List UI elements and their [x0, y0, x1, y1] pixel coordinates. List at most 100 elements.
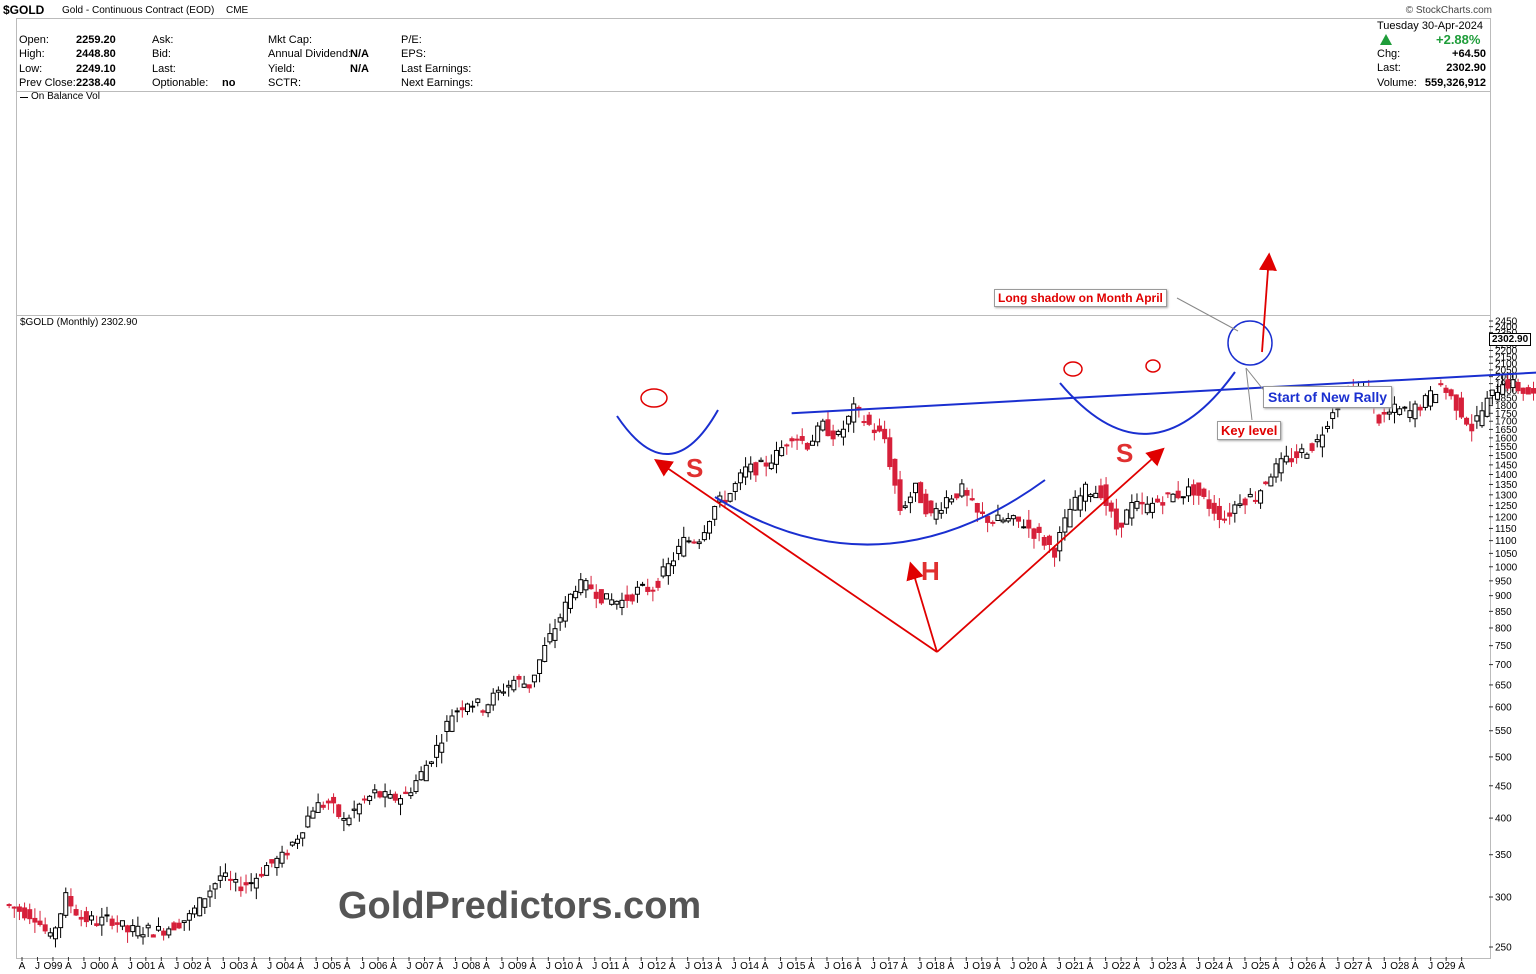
head-label: H	[921, 556, 940, 586]
candle-body	[1309, 443, 1315, 451]
candle-body	[691, 541, 697, 544]
quote-label: SCTR:	[268, 76, 301, 89]
candle-body	[351, 808, 357, 811]
candle-body	[1428, 390, 1434, 407]
x-tick-label: A	[1273, 961, 1280, 972]
candle-body	[1216, 505, 1222, 520]
x-tick-label: J	[964, 961, 969, 972]
candle-body	[696, 541, 702, 545]
candle-body	[1196, 482, 1202, 496]
y-tick-label: 1350	[1495, 480, 1518, 491]
candle-body	[1304, 453, 1310, 459]
candle-body	[676, 545, 682, 555]
x-tick-label: J	[1057, 961, 1062, 972]
candle-body	[83, 911, 89, 923]
candle-body	[979, 511, 985, 515]
x-tick-label: O05	[322, 961, 341, 972]
candle-body	[943, 497, 949, 509]
quote-label: Bid:	[152, 48, 171, 61]
y-tick-label: 750	[1495, 641, 1512, 652]
candle-body	[367, 795, 373, 802]
candle-body	[361, 798, 367, 801]
candle-body	[439, 742, 445, 753]
candle-body	[428, 761, 434, 765]
header-box	[16, 18, 1491, 92]
candle-body	[974, 503, 980, 513]
candle-body	[732, 483, 738, 492]
candle-body	[1299, 448, 1305, 453]
candle-body	[269, 859, 275, 864]
candle-body	[341, 817, 347, 821]
candle-body	[851, 403, 857, 423]
candle-body	[995, 514, 1001, 521]
quote-value: 2302.90	[1446, 62, 1486, 75]
x-tick-label: O26	[1297, 961, 1316, 972]
quote-label: Last Earnings:	[401, 62, 472, 75]
candle-body	[1489, 389, 1495, 396]
candle-body	[52, 927, 58, 940]
candle-body	[866, 414, 872, 425]
candle-body	[186, 913, 192, 921]
y-tick-label: 1600	[1495, 433, 1518, 444]
x-tick-label: J	[685, 961, 690, 972]
candle-body	[155, 925, 161, 931]
y-tick-label: 600	[1495, 702, 1512, 713]
candle-body	[1124, 509, 1130, 525]
x-tick-label: J	[1428, 961, 1433, 972]
head-curve	[714, 479, 1046, 546]
candle-body	[1077, 495, 1083, 511]
up-arrow-icon	[1380, 34, 1392, 45]
y-tick-label: 2000	[1495, 372, 1518, 383]
start-rally-label: Start of New Rally	[1263, 386, 1393, 408]
candle-body	[130, 925, 136, 933]
quote-label: Prev Close:	[19, 76, 76, 89]
quote-label: P/E:	[401, 34, 422, 46]
candle-body	[562, 601, 568, 622]
x-tick-label: A	[1365, 961, 1372, 972]
quote-label: Last:	[152, 62, 176, 75]
candle-body	[58, 913, 64, 929]
candle-body	[1175, 490, 1181, 499]
quote-label: Next Earnings:	[401, 76, 474, 89]
candle-body	[1227, 512, 1233, 517]
left-shoulder-curve	[616, 409, 719, 455]
candle-body	[1031, 528, 1037, 539]
candle-body	[238, 886, 244, 892]
y-tick-label: 1900	[1495, 386, 1518, 397]
candle-body	[1088, 494, 1094, 498]
candle-body	[1160, 502, 1166, 506]
candle-body	[181, 920, 187, 924]
candle-body	[336, 804, 342, 817]
candle-body	[835, 430, 841, 436]
candle-body	[1453, 394, 1459, 411]
candle-body	[176, 922, 182, 929]
x-tick-label: J	[592, 961, 597, 972]
quote-value: 2249.10	[76, 62, 116, 75]
candle-body	[779, 447, 785, 457]
candle-body	[279, 851, 285, 864]
x-tick-label: A	[1458, 961, 1465, 972]
price-panel-title: $GOLD (Monthly) 2302.90	[20, 317, 138, 328]
symbol: $GOLD	[3, 3, 45, 17]
candle-body	[300, 832, 306, 839]
exchange: CME	[226, 5, 249, 16]
x-tick-label: A	[1040, 961, 1047, 972]
candle-body	[907, 496, 913, 504]
candle-body	[1448, 389, 1454, 397]
candle-body	[89, 915, 95, 921]
candle-body	[37, 920, 43, 926]
x-tick-label: O21	[1065, 961, 1084, 972]
x-tick-label: A	[1412, 961, 1419, 972]
candle-body	[1052, 547, 1058, 558]
leader-start-rally	[1245, 367, 1267, 394]
candle-body	[233, 879, 239, 883]
candle-body	[1330, 412, 1336, 420]
candle-body	[47, 932, 53, 937]
candle-body	[501, 691, 507, 694]
candle-body	[315, 802, 321, 813]
candle-body	[1443, 387, 1449, 393]
x-tick-label: A	[158, 961, 165, 972]
candle-body	[392, 793, 398, 801]
candle-body	[68, 895, 74, 907]
x-tick-label: A	[344, 961, 351, 972]
